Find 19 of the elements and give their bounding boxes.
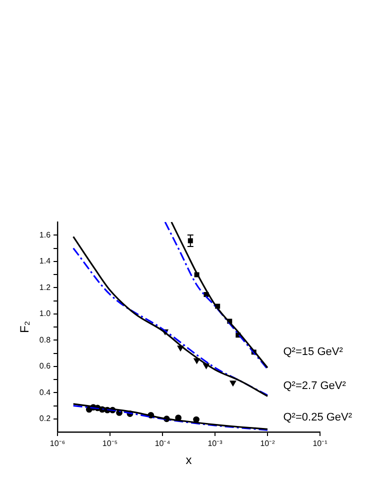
x-axis-title: x [186, 453, 192, 468]
y-tick-label: 1.6 [39, 230, 52, 240]
y-tick-label: 0.6 [39, 362, 52, 371]
y-tick-label: 1.2 [39, 282, 52, 292]
x-tick-label: 10⁻⁴ [154, 439, 171, 448]
y-tick-label: 1.0 [39, 309, 52, 318]
y-tick-label: 1.4 [39, 256, 52, 266]
annotation: Q²=15 GeV² [283, 346, 344, 358]
y-tick-label: 0.2 [39, 414, 52, 424]
x-tick-label: 10⁻⁶ [50, 439, 66, 448]
y-tick-label: 0.8 [39, 335, 52, 344]
y-axis-title: F₂ [18, 320, 32, 333]
annotation: Q²=0.25 GeV² [283, 411, 352, 424]
x-tick-label: 10⁻³ [208, 439, 223, 448]
annotation: Q²=2.7 GeV² [283, 380, 346, 392]
x-tick-label: 10⁻² [260, 439, 276, 448]
x-tick-label: 10⁻¹ [312, 439, 328, 448]
y-tick-label: 0.4 [39, 388, 52, 397]
x-tick-label: 10⁻⁵ [102, 439, 118, 448]
